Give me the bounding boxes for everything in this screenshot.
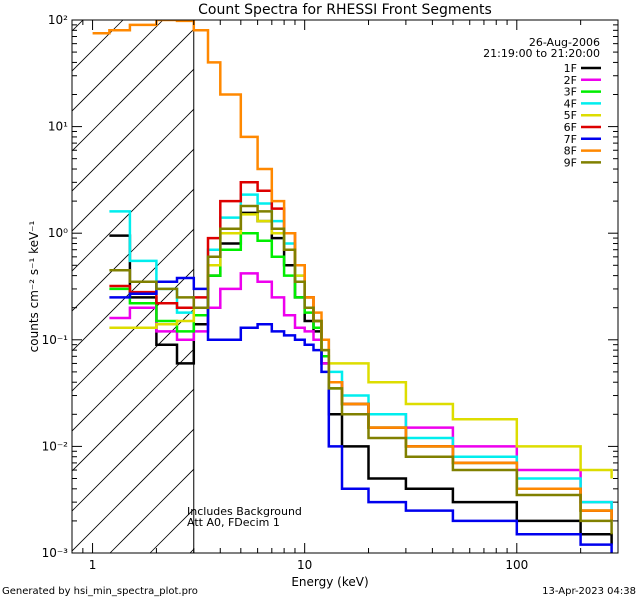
legend-label-6F: 6F [564,121,577,134]
legend-label-7F: 7F [564,133,577,146]
x-tick-label: 100 [505,558,528,572]
legend-label-1F: 1F [564,62,577,75]
series-line-7F [109,276,613,553]
y-tick-label: 10² [48,13,68,27]
annotation-attenuator: Att A0, FDecim 1 [187,516,280,529]
y-tick-label: 10⁻³ [42,546,69,560]
y-tick-label: 10⁻¹ [42,333,69,347]
legend-label-4F: 4F [564,97,577,110]
legend-label-9F: 9F [564,156,577,169]
series-line-8F [92,20,613,521]
legend-label-2F: 2F [564,74,577,87]
series-line-2F [109,272,613,511]
y-tick-label: 10⁻² [42,439,69,453]
series-line-9F [109,204,613,535]
y-tick-label: 10¹ [48,120,68,134]
timestamp-label: 13-Apr-2023 04:38 [542,586,636,597]
y-axis-label: counts cm⁻² s⁻¹ keV⁻¹ [27,220,41,352]
legend-label-3F: 3F [564,86,577,99]
time-range-label: 21:19:00 to 21:20:00 [483,47,600,60]
legend-label-8F: 8F [564,145,577,158]
x-axis-label: Energy (keV) [291,575,368,589]
series-line-4F [109,193,613,511]
annotation-background: Includes Background [187,505,302,518]
hatched-region [72,20,195,553]
x-tick-label: 10 [297,558,312,572]
chart-title: Count Spectra for RHESSI Front Segments [198,2,492,18]
date-label: 26-Aug-2006 [529,36,600,49]
generated-by-label: Generated by hsi_min_spectra_plot.pro [2,586,198,597]
legend-label-5F: 5F [564,109,577,122]
y-tick-label: 10⁰ [48,226,68,240]
x-tick-label: 1 [89,558,97,572]
plot-frame [71,19,619,554]
series-line-5F [109,213,613,479]
